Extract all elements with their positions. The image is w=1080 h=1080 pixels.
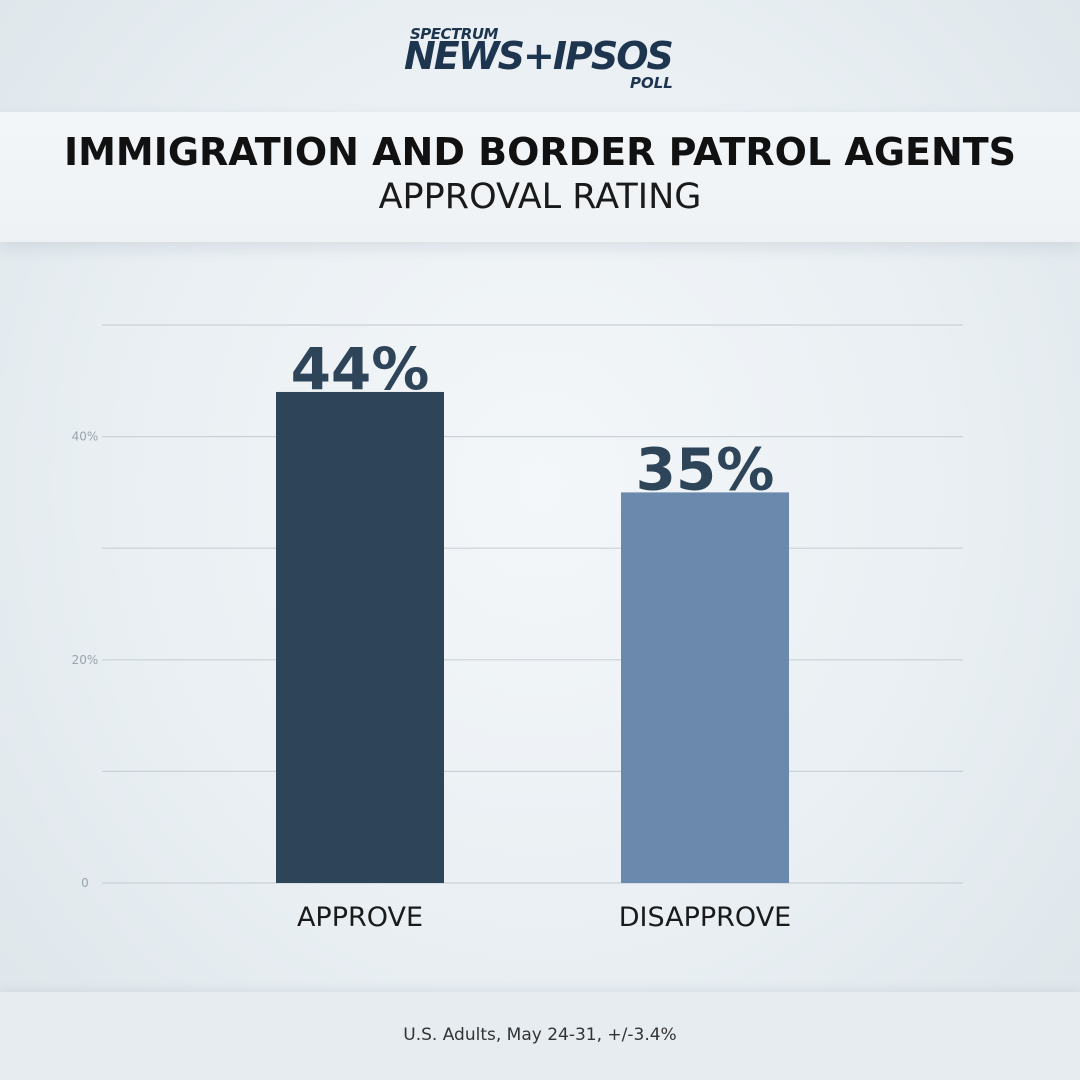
- logo-main-text: NEWS+IPSOS: [404, 34, 674, 78]
- logo-top-text: SPECTRUM: [410, 25, 498, 43]
- spectrum-news-ipsos-logo: SPECTRUM NEWS+IPSOS POLL: [0, 22, 1080, 98]
- data-label: 44%: [291, 335, 430, 403]
- footer-band: [0, 992, 1080, 1080]
- y-tick-label: 40%: [72, 430, 99, 444]
- x-category-label: APPROVE: [297, 902, 423, 933]
- y-tick-label: 20%: [72, 653, 99, 667]
- x-category-label: DISAPPROVE: [619, 902, 792, 933]
- bar: [621, 492, 789, 883]
- chart-subtitle: APPROVAL RATING: [378, 177, 702, 217]
- data-label: 35%: [636, 435, 775, 503]
- logo-sub-text: POLL: [630, 74, 673, 92]
- bar: [276, 391, 444, 883]
- chart-title: IMMIGRATION AND BORDER PATROL AGENTS: [63, 130, 1017, 174]
- y-tick-label: 0: [81, 876, 89, 890]
- title-band: [0, 112, 1080, 242]
- footer-note: U.S. Adults, May 24-31, +/-3.4%: [403, 1025, 677, 1045]
